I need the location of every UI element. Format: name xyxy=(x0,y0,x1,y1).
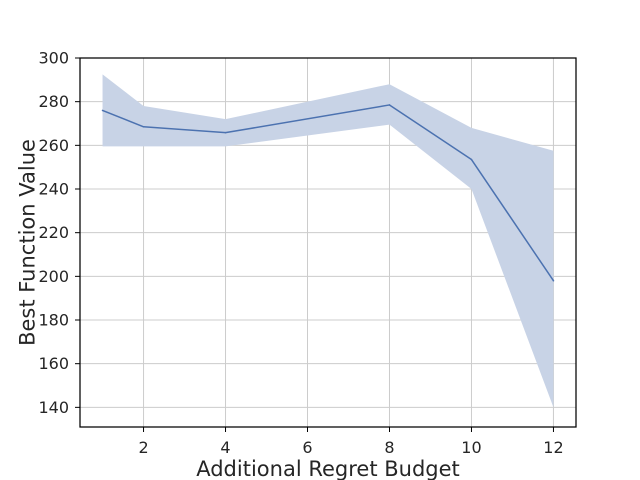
data-point xyxy=(388,104,391,106)
data-point xyxy=(470,158,473,161)
x-tick-label: 12 xyxy=(543,438,563,457)
data-point xyxy=(101,109,104,112)
series-lines xyxy=(101,104,555,282)
plot-frame xyxy=(79,57,577,428)
y-tick-label: 220 xyxy=(38,223,69,242)
x-tick-label: 10 xyxy=(461,438,481,457)
y-tick-label: 160 xyxy=(38,354,69,373)
data-point xyxy=(142,125,145,128)
x-tick-label: 2 xyxy=(138,438,148,457)
y-axis-ticks: 140 160 180 200 220 240 260 280 300 xyxy=(38,49,80,417)
x-tick-label: 4 xyxy=(220,438,230,457)
series-line xyxy=(102,104,555,282)
confidence-band xyxy=(102,74,554,408)
x-axis-ticks: 2 4 6 8 10 12 xyxy=(138,427,564,457)
y-tick-label: 300 xyxy=(38,49,69,68)
y-tick-label: 140 xyxy=(38,398,69,417)
x-axis-label: Additional Regret Budget xyxy=(196,457,460,480)
data-point xyxy=(224,131,227,134)
x-tick-label: 6 xyxy=(302,438,312,457)
confidence-bands xyxy=(102,74,554,408)
y-tick-label: 260 xyxy=(38,136,69,155)
y-axis-label: Best Function Value xyxy=(15,139,39,346)
y-tick-label: 180 xyxy=(38,311,69,330)
data-point xyxy=(552,279,555,282)
y-tick-label: 280 xyxy=(38,92,69,111)
y-tick-label: 200 xyxy=(38,267,69,286)
x-tick-label: 8 xyxy=(384,438,394,457)
y-tick-label: 240 xyxy=(38,180,69,199)
